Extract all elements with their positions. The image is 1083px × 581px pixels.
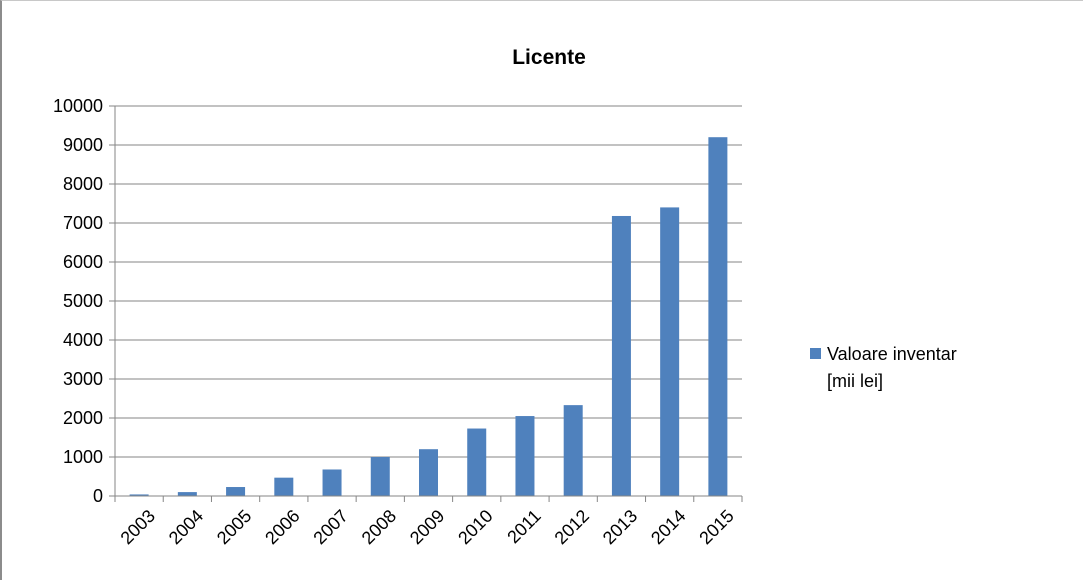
x-axis-tick-labels: 2003 2004 2005 2006 2007 2008 2009 2010 2011 2012… [117, 506, 738, 548]
bar-2012 [563, 405, 583, 496]
y-tick-label: 6000 [63, 252, 103, 272]
bar-2005 [226, 487, 246, 496]
bar-2006 [274, 477, 294, 496]
x-tick-label: 2014 [647, 506, 689, 548]
x-tick-label: 2003 [117, 506, 159, 548]
x-tick-label: 2007 [309, 506, 351, 548]
bar-2015 [708, 137, 728, 496]
gridlines [109, 105, 742, 497]
bar-2009 [419, 449, 438, 496]
bar-2013 [611, 215, 631, 497]
bar-2010 [467, 428, 487, 496]
x-tick-label: 2015 [695, 506, 737, 548]
y-tick-label: 3000 [63, 369, 103, 389]
x-tick-label: 2012 [551, 506, 593, 548]
y-axis-tick-labels: 0 1000 2000 3000 4000 5000 6000 7000 8000 9000 100… [53, 96, 103, 506]
y-tick-label: 10000 [53, 96, 103, 116]
bar-2007 [322, 469, 342, 496]
bar-2011 [515, 416, 535, 496]
y-tick-label: 5000 [63, 291, 103, 311]
bars [129, 137, 728, 497]
chart-title: Licente [512, 46, 586, 69]
y-tick-label: 2000 [63, 408, 103, 428]
x-tick-label: 2009 [406, 506, 448, 548]
legend-swatch [810, 348, 821, 359]
bar-2014 [660, 207, 680, 496]
y-tick-label: 7000 [63, 213, 103, 233]
y-tick-label: 4000 [63, 330, 103, 350]
x-tick-label: 2008 [358, 506, 400, 548]
legend-label-line: [mii lei] [827, 371, 883, 391]
legend: Valoare inventar [mii lei] [810, 344, 957, 391]
y-tick-label: 0 [93, 486, 103, 506]
bar-2004 [177, 492, 197, 496]
legend-label-line: Valoare inventar [827, 344, 957, 364]
x-tick-label: 2004 [165, 506, 207, 548]
bar-2003 [129, 494, 149, 496]
bar-2008 [370, 457, 390, 496]
x-tick-label: 2005 [213, 506, 255, 548]
x-tick-label: 2011 [503, 506, 545, 548]
y-tick-label: 9000 [63, 135, 103, 155]
axes [114, 106, 743, 502]
y-tick-label: 8000 [63, 174, 103, 194]
y-tick-label: 1000 [63, 447, 103, 467]
x-tick-label: 2013 [599, 506, 641, 548]
x-tick-label: 2006 [261, 506, 303, 548]
x-tick-label: 2010 [454, 506, 496, 548]
